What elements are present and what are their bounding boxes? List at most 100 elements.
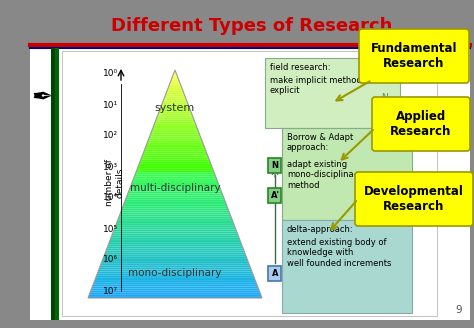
- Polygon shape: [169, 83, 181, 85]
- Polygon shape: [131, 184, 219, 186]
- Polygon shape: [100, 266, 250, 268]
- Polygon shape: [114, 228, 236, 230]
- Text: N: N: [272, 160, 279, 170]
- Text: Fundamental
Research: Fundamental Research: [371, 42, 457, 70]
- Polygon shape: [157, 114, 192, 115]
- Polygon shape: [127, 195, 224, 197]
- Polygon shape: [146, 144, 204, 146]
- Polygon shape: [168, 85, 182, 87]
- Polygon shape: [155, 121, 195, 123]
- Polygon shape: [88, 296, 262, 298]
- Polygon shape: [160, 108, 190, 110]
- Polygon shape: [161, 106, 190, 108]
- Polygon shape: [168, 87, 182, 89]
- Polygon shape: [162, 102, 188, 104]
- Polygon shape: [164, 97, 186, 98]
- Polygon shape: [157, 115, 193, 117]
- Polygon shape: [134, 176, 216, 178]
- FancyBboxPatch shape: [268, 157, 282, 173]
- Polygon shape: [118, 216, 232, 218]
- Polygon shape: [140, 159, 210, 161]
- Polygon shape: [92, 285, 258, 287]
- Bar: [282, 128, 412, 220]
- Polygon shape: [158, 112, 191, 114]
- FancyBboxPatch shape: [268, 188, 282, 202]
- Polygon shape: [156, 117, 194, 119]
- Text: 10¹: 10¹: [103, 100, 118, 110]
- Polygon shape: [142, 154, 208, 155]
- Polygon shape: [120, 211, 229, 213]
- FancyBboxPatch shape: [359, 29, 469, 83]
- Polygon shape: [174, 70, 176, 72]
- Polygon shape: [150, 134, 201, 136]
- Polygon shape: [115, 226, 235, 228]
- Text: delta-approach:: delta-approach:: [287, 225, 354, 234]
- Polygon shape: [91, 289, 259, 290]
- Polygon shape: [106, 249, 244, 251]
- Polygon shape: [117, 220, 233, 222]
- Polygon shape: [135, 174, 216, 176]
- Polygon shape: [124, 203, 227, 205]
- Polygon shape: [163, 100, 187, 102]
- Polygon shape: [137, 169, 213, 171]
- Bar: [265, 58, 400, 128]
- Polygon shape: [94, 279, 255, 281]
- Polygon shape: [143, 152, 207, 154]
- Bar: [30, 8, 470, 43]
- Polygon shape: [105, 253, 246, 254]
- Polygon shape: [129, 188, 221, 190]
- Polygon shape: [173, 74, 177, 76]
- Bar: [55, 48, 59, 320]
- Polygon shape: [141, 157, 209, 159]
- Polygon shape: [103, 256, 247, 258]
- Polygon shape: [147, 140, 202, 142]
- Polygon shape: [136, 171, 214, 173]
- Text: multi-disciplinary: multi-disciplinary: [130, 183, 220, 193]
- Text: A: A: [272, 269, 278, 277]
- Polygon shape: [89, 294, 261, 296]
- Text: adapt existing
mono-disciplina-
method: adapt existing mono-disciplina- method: [287, 160, 356, 190]
- Bar: [51, 48, 55, 320]
- Polygon shape: [110, 237, 239, 239]
- Polygon shape: [113, 230, 237, 232]
- FancyBboxPatch shape: [268, 265, 282, 280]
- Polygon shape: [149, 136, 201, 138]
- Polygon shape: [116, 222, 234, 224]
- Polygon shape: [125, 199, 225, 201]
- Polygon shape: [90, 292, 261, 294]
- Bar: [282, 220, 412, 313]
- Polygon shape: [135, 173, 215, 174]
- Polygon shape: [112, 234, 238, 235]
- Polygon shape: [119, 215, 231, 216]
- Polygon shape: [98, 271, 253, 273]
- Text: ✒: ✒: [31, 86, 53, 110]
- Polygon shape: [109, 241, 241, 243]
- Polygon shape: [137, 167, 213, 169]
- Text: make implicit methods
explicit: make implicit methods explicit: [270, 76, 366, 95]
- Polygon shape: [145, 148, 205, 150]
- Text: 10³: 10³: [103, 162, 118, 172]
- Polygon shape: [166, 91, 184, 93]
- Text: A': A': [271, 191, 280, 199]
- Polygon shape: [124, 201, 226, 203]
- Text: N: N: [382, 93, 388, 102]
- Polygon shape: [167, 89, 183, 91]
- Text: Borrow & Adapt
approach:: Borrow & Adapt approach:: [287, 133, 353, 153]
- Polygon shape: [95, 277, 255, 279]
- Text: 9: 9: [456, 305, 462, 315]
- Polygon shape: [90, 290, 260, 292]
- Text: extend existing body of
knowledge with
well founded increments: extend existing body of knowledge with w…: [287, 238, 392, 268]
- Polygon shape: [96, 275, 254, 277]
- Polygon shape: [107, 247, 243, 249]
- Polygon shape: [113, 232, 237, 234]
- Polygon shape: [105, 251, 245, 253]
- Polygon shape: [172, 78, 179, 79]
- Polygon shape: [133, 178, 217, 180]
- Polygon shape: [139, 163, 211, 165]
- Polygon shape: [102, 260, 248, 262]
- Polygon shape: [172, 76, 178, 78]
- Polygon shape: [91, 287, 258, 289]
- Polygon shape: [110, 239, 240, 241]
- Text: number of
details: number of details: [105, 159, 125, 207]
- Polygon shape: [108, 243, 242, 245]
